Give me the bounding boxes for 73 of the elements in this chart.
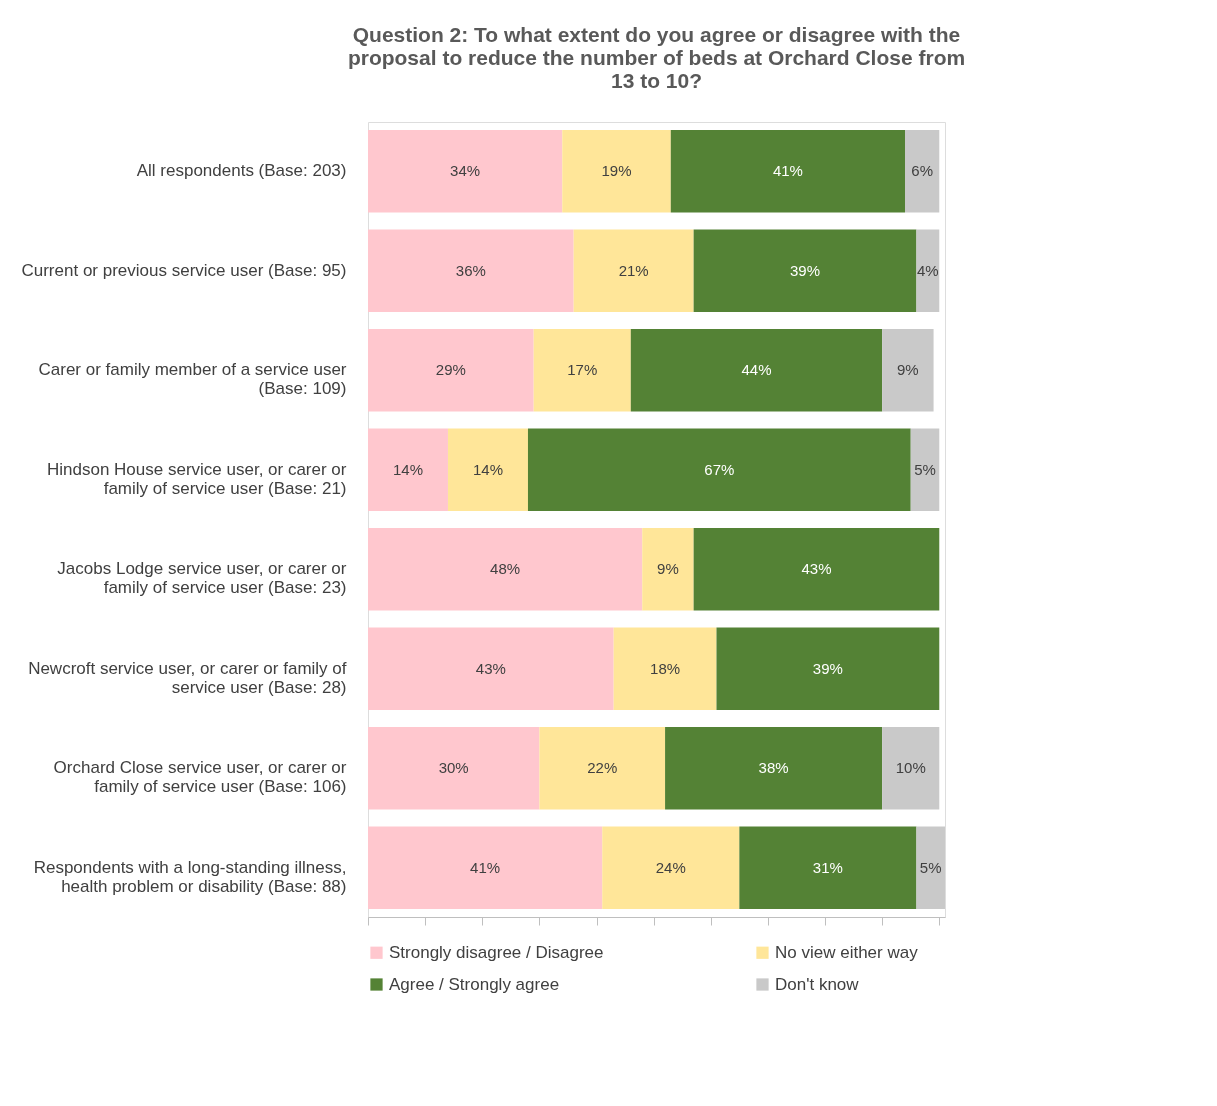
bar [693, 527, 940, 611]
data-label: 67% [704, 460, 735, 478]
data-label: 48% [490, 560, 521, 578]
data-label: 44% [741, 361, 772, 379]
y-tick-label: Respondents with a long-standing illness, health problem or disability (Base: 88) [33, 857, 347, 896]
bar [716, 627, 940, 711]
data-label: 9% [897, 361, 919, 379]
y-tick-label: Orchard Close service user, or carer or family of service user (Base: 106) [53, 758, 347, 797]
data-label: 17% [567, 361, 598, 379]
y-tick-label: Carer or family member of a service user (Base: 109) [38, 360, 347, 399]
data-label: 19% [601, 162, 632, 180]
data-label: 10% [895, 759, 926, 777]
bar [665, 726, 883, 810]
data-label: 21% [618, 261, 649, 279]
bar [573, 229, 694, 313]
data-label: 39% [812, 659, 843, 677]
data-label: 22% [587, 759, 618, 777]
y-tick-label: Hindson House service user, or carer or family of service user (Base: 21) [46, 459, 347, 498]
y-tick-label: Current or previous service user (Base: 95) [21, 260, 347, 280]
data-label: 34% [450, 162, 481, 180]
bar [368, 428, 448, 512]
bar [670, 129, 906, 213]
chart-title: Question 2: To what extent do you agree or disagree with the proposal to reduce the number of beds at Orchard Close from 13 to 10? [347, 23, 966, 92]
data-label: 6% [911, 162, 933, 180]
legend-label: Strongly disagree / Disagree [389, 942, 604, 962]
bar [739, 826, 917, 910]
data-label: 43% [801, 560, 832, 578]
y-tick-label: Jacobs Lodge service user, or carer or family of service user (Base: 23) [57, 559, 347, 598]
data-label: 29% [435, 361, 466, 379]
bar [916, 826, 945, 910]
bar [910, 428, 940, 512]
data-label: 4% [917, 261, 939, 279]
data-label: 36% [455, 261, 486, 279]
bar [916, 229, 940, 313]
y-tick-label: All respondents (Base: 203) [136, 161, 347, 181]
bar [527, 428, 911, 512]
bar [533, 328, 631, 412]
data-label: 9% [657, 560, 679, 578]
bar [368, 826, 603, 910]
data-label: 14% [392, 460, 424, 478]
bar [368, 726, 540, 810]
data-label: 38% [758, 759, 789, 777]
bar [693, 229, 917, 313]
data-label: 5% [919, 858, 942, 876]
bar [882, 726, 940, 810]
bar [539, 726, 666, 810]
bar [368, 129, 563, 213]
data-label: 5% [914, 460, 936, 478]
data-label: 14% [472, 460, 503, 478]
data-label: 43% [475, 659, 506, 677]
data-label: 30% [438, 759, 469, 777]
y-tick-label: Newcroft service user, or carer or family of service user (Base: 28) [28, 658, 347, 697]
bar [630, 328, 883, 412]
bar [368, 328, 534, 412]
bar [447, 428, 528, 512]
data-label: 41% [772, 162, 803, 180]
bar [642, 527, 694, 611]
data-label: 24% [655, 858, 686, 876]
bar [368, 527, 643, 611]
bar [905, 129, 940, 213]
bar [368, 229, 574, 313]
legend-label: Don't know [775, 974, 860, 994]
legend-label: Agree / Strongly agree [389, 974, 560, 994]
data-label: 31% [812, 858, 843, 876]
bar [613, 627, 717, 711]
legend-label: No view either way [775, 942, 919, 962]
bar [562, 129, 671, 213]
data-label: 39% [790, 261, 821, 279]
bar [602, 826, 740, 910]
bar [368, 627, 614, 711]
data-label: 18% [650, 659, 681, 677]
data-label: 41% [470, 858, 501, 876]
bar [882, 328, 934, 412]
